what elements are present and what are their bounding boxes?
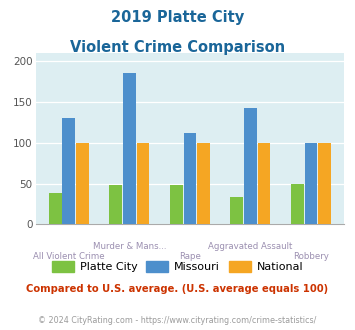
Bar xyxy=(62,118,75,224)
Text: Murder & Mans...: Murder & Mans... xyxy=(93,242,166,251)
Bar xyxy=(230,197,243,224)
Bar xyxy=(170,185,183,224)
Text: Rape: Rape xyxy=(179,252,201,261)
Bar xyxy=(109,185,122,224)
Bar xyxy=(123,73,136,224)
Text: Violent Crime Comparison: Violent Crime Comparison xyxy=(70,40,285,54)
Text: © 2024 CityRating.com - https://www.cityrating.com/crime-statistics/: © 2024 CityRating.com - https://www.city… xyxy=(38,315,317,325)
Bar xyxy=(184,133,196,224)
Bar xyxy=(197,143,210,224)
Bar xyxy=(137,143,149,224)
Bar xyxy=(258,143,271,224)
Text: Aggravated Assault: Aggravated Assault xyxy=(208,242,293,251)
Text: 2019 Platte City: 2019 Platte City xyxy=(111,10,244,25)
Bar xyxy=(76,143,89,224)
Bar xyxy=(244,108,257,224)
Bar xyxy=(291,183,304,224)
Bar xyxy=(318,143,331,224)
Text: All Violent Crime: All Violent Crime xyxy=(33,252,105,261)
Bar xyxy=(305,143,317,224)
Text: Compared to U.S. average. (U.S. average equals 100): Compared to U.S. average. (U.S. average … xyxy=(26,284,329,294)
Legend: Platte City, Missouri, National: Platte City, Missouri, National xyxy=(47,256,308,277)
Text: Robbery: Robbery xyxy=(293,252,329,261)
Bar xyxy=(49,193,61,224)
